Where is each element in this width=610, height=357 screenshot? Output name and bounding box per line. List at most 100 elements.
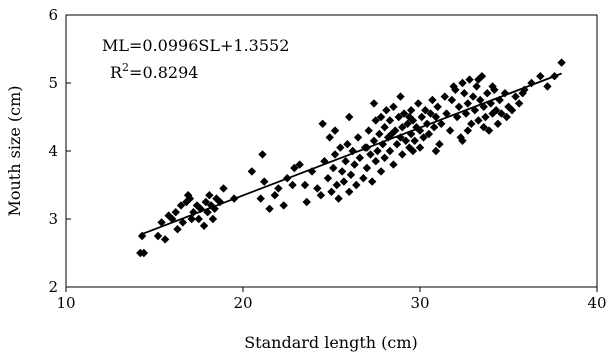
data-point (178, 218, 188, 227)
data-point (336, 143, 345, 152)
data-point (399, 109, 409, 118)
data-point (205, 191, 214, 200)
data-point (345, 187, 354, 196)
data-point (557, 58, 566, 67)
data-point (330, 126, 340, 135)
data-point (153, 231, 163, 241)
data-point (474, 116, 483, 125)
data-point (341, 157, 350, 166)
data-point (353, 133, 363, 142)
data-point (330, 150, 340, 159)
data-point (302, 197, 311, 207)
data-point (387, 129, 396, 139)
equation-annotation: ML=0.0996SL+1.3552 (102, 36, 289, 55)
data-point (398, 123, 407, 132)
data-point (371, 116, 380, 125)
data-point (139, 248, 149, 258)
x-axis-ticks: 10 20 30 40 (56, 287, 607, 312)
data-point (385, 116, 395, 125)
data-point (408, 116, 418, 125)
data-point (440, 92, 449, 101)
data-point (493, 119, 503, 128)
y-tick-label: 5 (48, 74, 58, 92)
data-point (274, 184, 283, 193)
data-point (477, 72, 487, 81)
data-point (366, 150, 375, 159)
r-squared-value: =0.8294 (129, 63, 198, 82)
data-point (389, 102, 398, 111)
data-point (421, 106, 430, 115)
data-point (364, 126, 373, 135)
r-squared-prefix: R (110, 63, 123, 82)
data-point (350, 160, 359, 169)
data-point (447, 95, 457, 105)
data-point (396, 92, 405, 101)
data-point (382, 106, 391, 115)
data-point (543, 82, 552, 91)
data-point (405, 112, 414, 122)
data-point (295, 160, 304, 169)
data-point (208, 214, 218, 224)
data-point (415, 126, 425, 135)
data-point (187, 214, 196, 224)
data-point (256, 194, 265, 203)
data-point (300, 180, 310, 190)
data-point (511, 92, 520, 101)
data-point (348, 146, 357, 156)
data-point (389, 160, 398, 169)
y-tick-label: 3 (48, 210, 58, 228)
data-point (391, 126, 400, 135)
data-point (392, 140, 402, 149)
data-point (329, 163, 338, 173)
data-point (375, 129, 384, 139)
data-point (290, 163, 299, 173)
data-point (323, 174, 333, 183)
data-point (491, 106, 501, 115)
data-point (371, 157, 380, 166)
data-point (337, 167, 347, 176)
data-point (201, 197, 211, 207)
data-point (483, 89, 492, 98)
data-point (433, 102, 442, 111)
data-point (380, 123, 389, 132)
data-point (380, 153, 389, 162)
data-point (442, 109, 451, 118)
data-point (265, 204, 274, 213)
y-tick-label: 2 (48, 278, 58, 296)
regression-line (140, 72, 562, 236)
data-point (376, 167, 386, 176)
data-point (157, 218, 166, 227)
data-point (449, 82, 458, 91)
data-point (419, 133, 428, 142)
data-point (414, 99, 423, 108)
data-point (279, 201, 288, 210)
data-point (481, 112, 490, 122)
data-point (507, 106, 517, 115)
data-point (219, 184, 228, 193)
data-point (488, 82, 497, 91)
data-point (394, 112, 403, 122)
data-point (355, 153, 365, 162)
data-point (362, 163, 372, 173)
data-point (463, 99, 472, 108)
data-point (288, 180, 297, 190)
data-point (199, 221, 209, 230)
data-point (258, 150, 267, 159)
data-point (472, 82, 481, 91)
data-point (514, 99, 524, 108)
data-point (463, 126, 472, 135)
data-point (465, 75, 474, 84)
data-point (424, 129, 434, 139)
x-tick-label: 40 (587, 294, 606, 312)
plot-area-border (65, 14, 598, 288)
data-point (385, 146, 395, 156)
data-point (316, 191, 326, 200)
x-tick-label: 30 (410, 294, 429, 312)
data-point (346, 170, 356, 179)
data-point (415, 143, 425, 152)
data-point (376, 112, 386, 122)
data-point (435, 140, 444, 149)
data-point (479, 123, 488, 132)
r-squared-annotation: R2=0.8294 (110, 61, 198, 82)
